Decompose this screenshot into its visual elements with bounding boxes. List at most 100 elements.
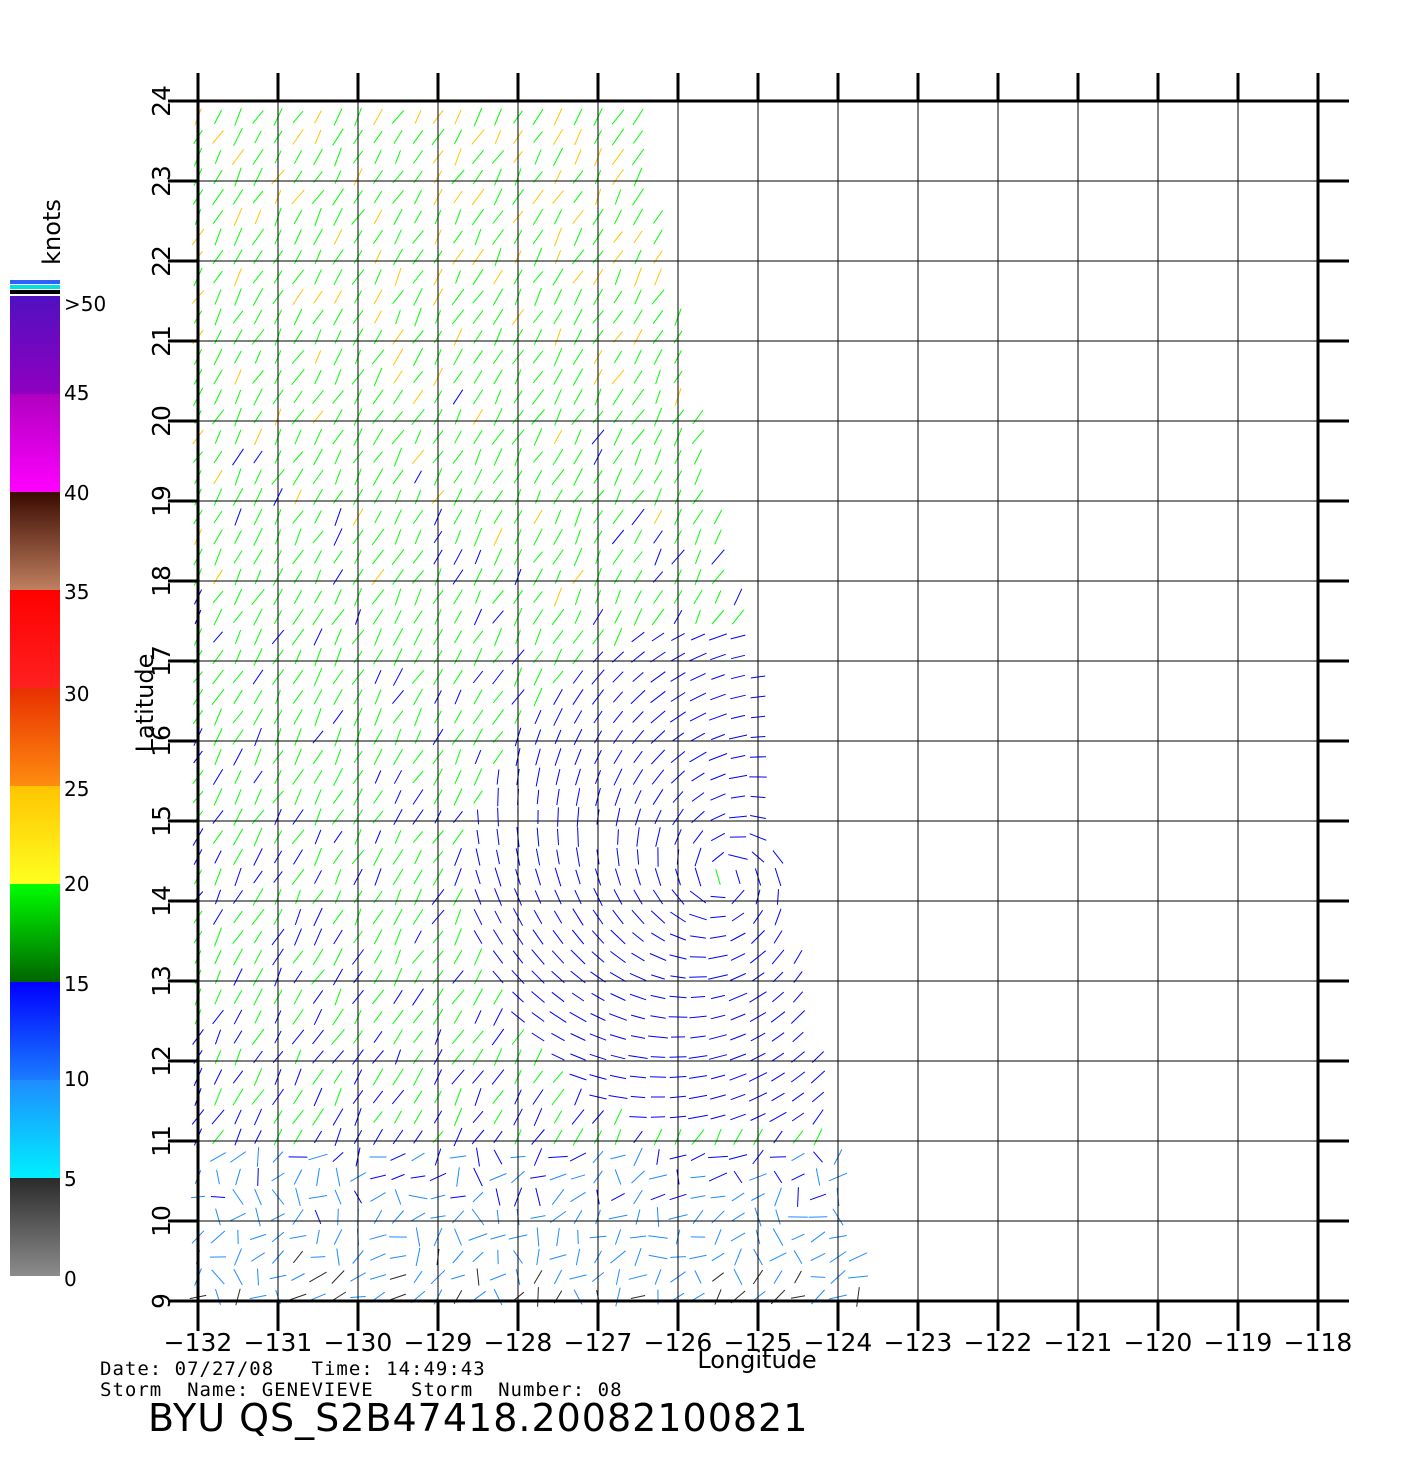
wind-vector	[333, 688, 343, 706]
wind-vector	[613, 209, 623, 225]
wind-vector	[694, 549, 702, 565]
wind-vector	[552, 448, 564, 466]
wind-vector	[394, 1189, 402, 1205]
wind-vector	[314, 829, 322, 845]
wind-vector	[472, 248, 484, 266]
wind-vector	[612, 388, 624, 406]
wind-vector	[634, 289, 642, 305]
wind-vector	[569, 1274, 587, 1280]
wind-vector	[650, 749, 666, 765]
wind-vector-field	[189, 107, 868, 1307]
wind-vector	[493, 188, 503, 206]
wind-vector	[412, 389, 424, 405]
wind-vector	[394, 790, 402, 804]
wind-vector	[612, 710, 624, 724]
wind-vector	[492, 210, 504, 224]
wind-vector	[372, 230, 384, 244]
wind-vector	[532, 609, 544, 625]
wind-vector	[313, 488, 323, 506]
wind-vector	[654, 1269, 662, 1285]
wind-vector	[213, 270, 223, 284]
wind-vector	[608, 1095, 628, 1099]
wind-vector	[453, 1010, 463, 1024]
wind-vector	[689, 1254, 707, 1260]
wind-vector	[311, 969, 325, 985]
wind-vector	[314, 329, 322, 345]
wind-vector	[213, 510, 223, 524]
wind-vector	[848, 1275, 868, 1279]
wind-vector	[453, 328, 463, 346]
wind-vector	[552, 1071, 564, 1083]
wind-vector	[733, 588, 743, 606]
wind-vector	[332, 710, 344, 724]
wind-vector	[813, 1128, 823, 1146]
wind-vector	[471, 188, 485, 206]
wind-vector	[394, 509, 402, 525]
wind-vector	[533, 451, 543, 463]
wind-vector	[473, 908, 483, 926]
wind-vector	[251, 908, 265, 926]
wind-vector	[472, 389, 484, 405]
wind-vector	[728, 734, 748, 740]
wind-vector	[790, 1071, 806, 1083]
wind-vector	[534, 729, 542, 745]
wind-vector	[614, 1169, 622, 1185]
wind-vector	[793, 949, 803, 965]
wind-speed-legend: >50 45 40 35 30 25 20 15 10 5 0	[10, 280, 106, 1291]
wind-vector	[213, 788, 223, 806]
wind-vector	[214, 289, 222, 305]
wind-vector	[394, 529, 402, 545]
wind-vector	[412, 330, 424, 344]
wind-vector	[392, 348, 404, 366]
wind-vector	[856, 1287, 860, 1307]
wind-vector	[393, 770, 403, 784]
wind-vector	[371, 528, 385, 546]
wind-vector	[333, 948, 343, 966]
wind-vector	[213, 608, 223, 626]
wind-vector	[293, 1169, 303, 1185]
wind-vector	[312, 889, 324, 905]
wind-vector	[711, 1252, 725, 1262]
wind-vector	[233, 588, 243, 606]
wind-vector	[413, 1090, 423, 1104]
wind-vector	[453, 1127, 463, 1147]
wind-vector	[393, 809, 403, 825]
wind-vector	[689, 652, 707, 662]
wind-vector	[254, 748, 262, 766]
wind-vector	[256, 1147, 260, 1167]
wind-vector	[476, 1268, 480, 1286]
wind-vector	[373, 108, 383, 126]
wind-vector	[334, 508, 342, 526]
date-value: 07/27/08	[174, 1358, 275, 1380]
wind-vector	[633, 309, 643, 325]
wind-vector	[728, 1154, 748, 1160]
wind-vector	[414, 970, 422, 984]
wind-vector	[334, 890, 342, 904]
wind-vector	[334, 727, 342, 747]
wind-vector	[492, 590, 504, 604]
wind-vector	[730, 634, 746, 640]
wind-vector	[769, 1252, 787, 1262]
wind-vector	[291, 868, 305, 886]
wind-vector	[655, 390, 661, 404]
wind-vector	[573, 190, 583, 204]
wind-vector	[373, 1031, 383, 1043]
wind-vector	[553, 1269, 563, 1285]
wind-vector	[554, 748, 562, 766]
legend-band	[10, 492, 60, 590]
wind-vector	[214, 228, 222, 246]
wind-vector	[333, 1229, 343, 1245]
wind-vector	[554, 587, 562, 607]
wind-vector	[634, 790, 642, 804]
wind-vector	[532, 189, 544, 205]
wind-vector	[233, 550, 243, 564]
wind-vector	[791, 1092, 805, 1102]
wind-vector	[412, 831, 424, 843]
wind-vector	[233, 808, 243, 826]
wind-vector	[390, 1293, 406, 1301]
wind-vector	[214, 927, 222, 947]
wind-vector	[691, 792, 705, 802]
wind-vector	[474, 228, 482, 246]
wind-vector	[573, 228, 583, 246]
wind-vector	[233, 329, 243, 345]
